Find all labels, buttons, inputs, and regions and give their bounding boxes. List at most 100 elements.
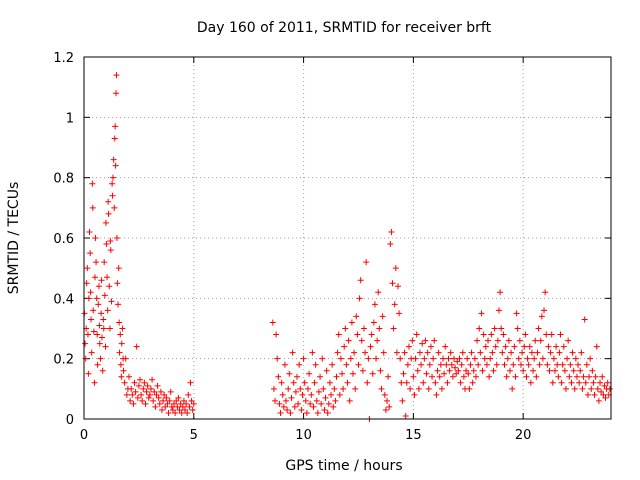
data-point [306, 370, 313, 377]
data-point [349, 370, 356, 377]
data-point [516, 337, 523, 344]
data-point [274, 355, 281, 362]
data-point [595, 397, 602, 404]
data-point [162, 403, 169, 410]
data-point [322, 394, 329, 401]
data-point [592, 373, 599, 380]
data-point [471, 355, 478, 362]
data-point [532, 337, 539, 344]
data-point [392, 265, 399, 272]
data-point [172, 409, 179, 416]
data-point [154, 382, 161, 389]
y-axis-label: SRMTID / TECUs [6, 182, 22, 295]
data-point [285, 385, 292, 392]
data-point [344, 379, 351, 386]
data-point [410, 373, 417, 380]
data-point [340, 385, 347, 392]
data-point [277, 409, 284, 416]
data-point [187, 379, 194, 386]
data-point [536, 361, 543, 368]
data-point [453, 370, 460, 377]
data-point [343, 361, 350, 368]
chart-title: Day 160 of 2011, SRMTID for receiver brf… [197, 20, 492, 36]
data-point [579, 385, 586, 392]
data-point [508, 349, 515, 356]
data-point [503, 373, 510, 380]
data-point [102, 219, 109, 226]
data-point [520, 367, 527, 374]
data-point [601, 382, 608, 389]
data-point [286, 370, 293, 377]
data-point [547, 349, 554, 356]
data-point [600, 391, 607, 398]
data-point [479, 367, 486, 374]
data-point [524, 355, 531, 362]
data-point [487, 355, 494, 362]
data-point [485, 337, 492, 344]
data-point [539, 355, 546, 362]
data-point [352, 385, 359, 392]
x-tick-label: 20 [515, 428, 532, 443]
data-point [120, 367, 127, 374]
data-point [175, 394, 182, 401]
data-point [565, 337, 572, 344]
data-point [584, 391, 591, 398]
data-point [309, 349, 316, 356]
x-tick-label: 15 [405, 428, 422, 443]
data-point [105, 198, 112, 205]
data-point [380, 349, 387, 356]
data-point [513, 310, 520, 317]
data-point [412, 355, 419, 362]
data-point [279, 391, 286, 398]
data-point [103, 241, 110, 248]
data-point [523, 373, 530, 380]
data-point [450, 355, 457, 362]
data-point [131, 379, 138, 386]
data-point [173, 397, 180, 404]
data-point [510, 361, 517, 368]
data-point [398, 379, 405, 386]
data-point [436, 373, 443, 380]
data-point [135, 382, 142, 389]
data-point [541, 307, 548, 314]
data-point [130, 400, 137, 407]
data-point [109, 174, 116, 181]
data-point [376, 325, 383, 332]
data-point [442, 343, 449, 350]
data-point [576, 379, 583, 386]
data-point [117, 331, 124, 338]
data-point [491, 325, 498, 332]
data-point [494, 337, 501, 344]
data-point [432, 379, 439, 386]
data-point [88, 316, 95, 323]
data-point [492, 343, 499, 350]
data-point [554, 361, 561, 368]
data-point [452, 364, 459, 371]
data-point [180, 397, 187, 404]
data-point [447, 349, 454, 356]
data-point [134, 394, 141, 401]
y-tick-label: 0.2 [53, 353, 74, 368]
data-point [460, 373, 467, 380]
data-point [558, 379, 565, 386]
data-point [500, 331, 507, 338]
data-point [544, 361, 551, 368]
data-point [571, 385, 578, 392]
data-point [334, 349, 341, 356]
data-point [182, 406, 189, 413]
data-point [506, 367, 513, 374]
x-tick-label: 5 [190, 428, 198, 443]
data-point [564, 355, 571, 362]
data-point [425, 385, 432, 392]
data-point [87, 250, 94, 257]
data-point [522, 331, 529, 338]
data-point [427, 343, 434, 350]
data-point [568, 379, 575, 386]
data-point [403, 379, 410, 386]
data-point [545, 343, 552, 350]
data-point [90, 307, 97, 314]
data-point [382, 406, 389, 413]
data-point [324, 409, 331, 416]
data-point [397, 355, 404, 362]
data-point [580, 373, 587, 380]
